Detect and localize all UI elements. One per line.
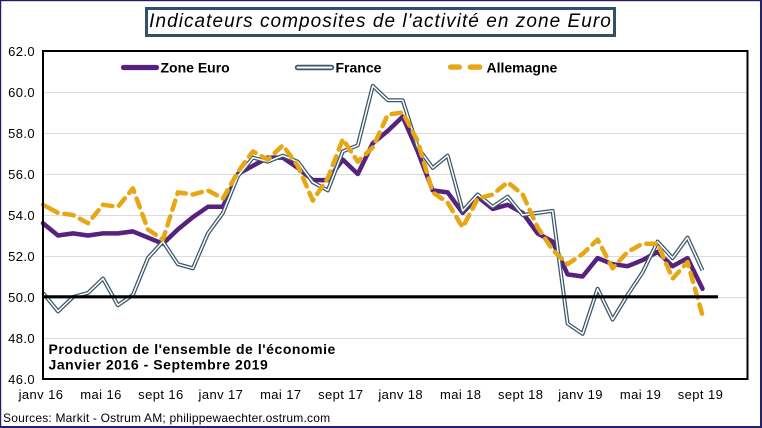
svg-text:Janvier 2016 - Septembre 2019: Janvier 2016 - Septembre 2019 bbox=[49, 357, 269, 373]
svg-text:Allemagne: Allemagne bbox=[487, 60, 558, 76]
svg-text:48.0: 48.0 bbox=[8, 331, 35, 346]
svg-text:Zone Euro: Zone Euro bbox=[161, 60, 230, 76]
svg-text:mai 18: mai 18 bbox=[440, 387, 481, 402]
svg-text:46.0: 46.0 bbox=[8, 372, 35, 387]
svg-text:54.0: 54.0 bbox=[8, 208, 35, 223]
svg-text:janv 19: janv 19 bbox=[557, 387, 603, 402]
svg-text:58.0: 58.0 bbox=[8, 126, 35, 141]
svg-text:60.0: 60.0 bbox=[8, 85, 35, 100]
svg-text:janv 17: janv 17 bbox=[198, 387, 244, 402]
svg-text:62.0: 62.0 bbox=[8, 44, 35, 59]
svg-text:mai 17: mai 17 bbox=[260, 387, 301, 402]
svg-text:mai 16: mai 16 bbox=[80, 387, 121, 402]
svg-text:janv 18: janv 18 bbox=[377, 387, 423, 402]
svg-text:sept 19: sept 19 bbox=[678, 387, 723, 402]
svg-text:sept 16: sept 16 bbox=[138, 387, 183, 402]
svg-text:50.0: 50.0 bbox=[8, 290, 35, 305]
svg-text:56.0: 56.0 bbox=[8, 167, 35, 182]
svg-text:52.0: 52.0 bbox=[8, 249, 35, 264]
svg-text:janv 16: janv 16 bbox=[18, 387, 64, 402]
svg-text:Production de l'ensemble de l': Production de l'ensemble de l'économie bbox=[49, 341, 336, 357]
svg-text:sept 18: sept 18 bbox=[498, 387, 543, 402]
svg-text:France: France bbox=[336, 60, 382, 76]
svg-text:mai 19: mai 19 bbox=[620, 387, 661, 402]
svg-text:sept 17: sept 17 bbox=[318, 387, 363, 402]
